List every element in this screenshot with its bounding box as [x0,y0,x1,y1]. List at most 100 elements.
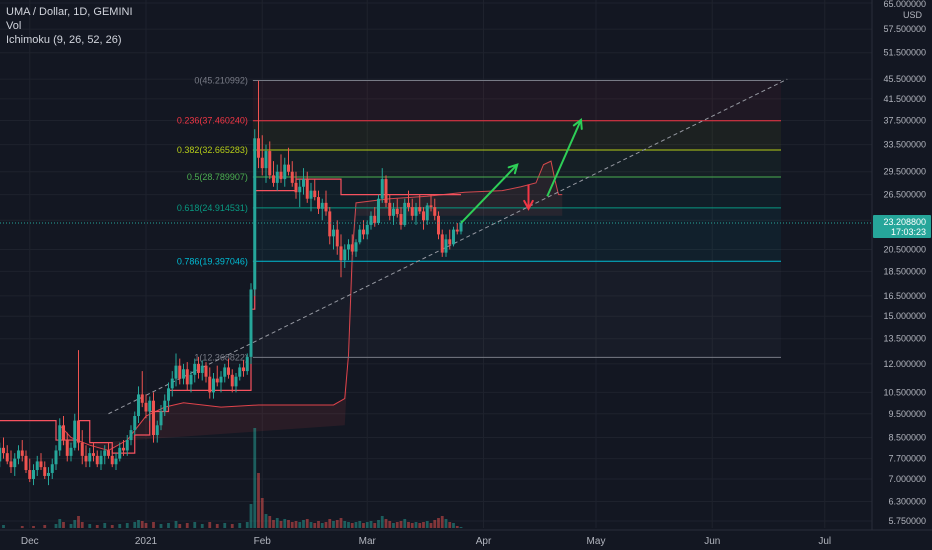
candle-body [114,458,118,465]
volume-bar [294,521,298,528]
arrow-up-icon[interactable] [460,163,519,224]
candle [313,179,317,201]
candle [114,453,118,471]
candle [354,239,358,257]
fib-level-label: 1(12.368822) [194,352,248,362]
price-tick-label: 26.500000 [883,190,926,200]
volume-bar [459,527,463,528]
price-tick-label: 29.500000 [883,167,926,177]
volume-bar [358,521,362,528]
candle-body [28,470,32,479]
volume-bar [77,516,80,528]
volume-bar [429,523,433,528]
candle-body [332,229,335,237]
candle-body [418,207,422,212]
volume-bar [279,521,283,528]
volume-bar [137,520,140,528]
candle [298,179,302,208]
volume-bar [440,516,444,528]
countdown-label: 17:03:23 [891,227,926,237]
candle-body [223,367,227,377]
time-tick-label: Mar [359,536,377,547]
candle [107,442,110,459]
candle-body [392,208,395,216]
candles [0,80,463,486]
symbol-title[interactable]: UMA / Dollar, 1D, GEMINI [6,6,133,18]
volume-bar [332,521,335,528]
candle [403,198,407,227]
volume-bar [215,524,219,528]
volume-bar [455,526,459,528]
candle [77,350,80,451]
volume-bar [313,523,317,528]
volume-bar [298,522,302,528]
candle-body [39,461,43,468]
candle-body [212,378,215,393]
candle [182,363,185,385]
candle [65,432,69,462]
volume-bar [444,519,448,528]
volume-bar [110,525,114,528]
volume-bar [283,519,287,528]
candle [335,220,339,255]
fib-zone [252,176,781,208]
candle-body [137,394,140,417]
candle [118,442,122,462]
indicator-label[interactable]: Ichimoku (9, 26, 52, 26) [6,34,122,46]
candle-body [272,175,275,183]
volume-bar [354,522,358,528]
arrow-up-icon[interactable] [546,118,583,197]
trend-line[interactable] [108,78,788,415]
candle [358,224,362,245]
candle-body [399,214,403,225]
candle-body [84,455,88,462]
candle-body [65,440,69,456]
volume-bar [159,524,163,528]
price-tick-label: 57.500000 [883,24,926,34]
time-tick-label: 2021 [135,536,158,547]
candle [144,394,148,419]
currency-unit: USD [902,10,922,20]
volume-bar [384,519,388,528]
volume-bar [174,521,178,528]
candle-body [185,369,189,385]
candle-body [455,229,459,232]
candle [17,445,20,465]
candle [39,453,43,471]
price-tick-label: 13.500000 [883,334,926,344]
candle-body [17,450,20,459]
candle [429,194,433,212]
candle [163,394,167,417]
forecast-arrows[interactable] [460,118,583,224]
fibonacci-retracement[interactable]: 0(45.210992) 0.236(37.460240) 0.382(32.665… [177,76,781,363]
volume-bar [324,522,328,528]
volume-bar [365,522,369,528]
candle [103,445,107,465]
volume-label[interactable]: Vol [6,20,22,32]
volume-bar [302,520,305,528]
candle [50,458,54,479]
arrow-down-icon[interactable] [523,184,534,211]
cloud-area [59,161,563,451]
candle-body [20,450,24,456]
volume-bar [20,526,24,528]
candle [257,80,260,169]
candle [28,458,32,483]
candle [373,207,377,227]
candle [13,453,17,476]
volume-bar [230,524,234,528]
candle [279,154,283,183]
dashed-trend-line[interactable] [108,78,788,415]
volume-bar [73,520,77,528]
price-tick-label: 10.500000 [883,387,926,397]
price-tick-label: 8.500000 [888,433,926,443]
candle [92,442,95,462]
volume-bar [223,523,227,528]
time-axis[interactable]: Dec 2021 Feb Mar Apr May Jun Jul [0,529,932,547]
time-tick-label: Jul [818,536,831,547]
volume-bar [245,522,249,528]
candle-body [24,455,28,471]
candle-body [287,164,290,172]
